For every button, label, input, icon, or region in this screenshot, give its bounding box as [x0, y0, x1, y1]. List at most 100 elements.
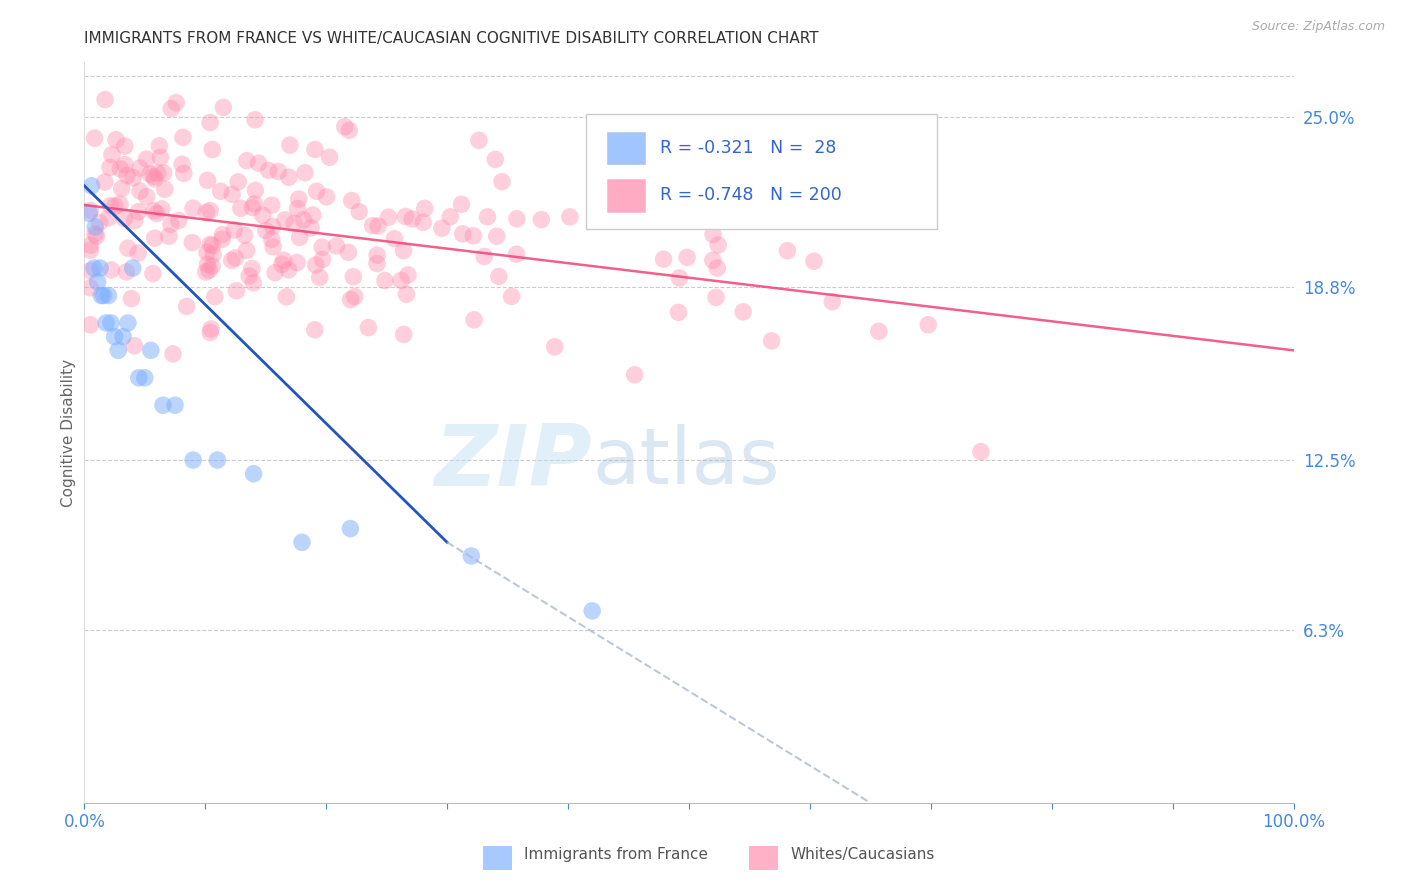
- Point: [181, 453, 204, 467]
- Point: [114, 158, 136, 172]
- Point: [488, 269, 510, 284]
- Point: [285, 255, 308, 269]
- Point: [86, 275, 108, 289]
- Point: [278, 138, 301, 153]
- Point: [108, 197, 131, 211]
- Point: [94, 175, 117, 189]
- Point: [198, 237, 221, 252]
- Point: [172, 130, 194, 145]
- Point: [157, 229, 180, 244]
- Point: [229, 202, 252, 216]
- Point: [209, 184, 232, 198]
- Point: [79, 238, 101, 252]
- Point: [176, 299, 198, 313]
- Point: [267, 164, 290, 178]
- Point: [200, 203, 222, 218]
- Point: [233, 228, 256, 243]
- Point: [367, 219, 389, 233]
- Point: [304, 323, 326, 337]
- Point: [120, 292, 142, 306]
- Bar: [607, 132, 645, 164]
- Text: R = -0.321   N =  28: R = -0.321 N = 28: [659, 139, 837, 157]
- Point: [97, 288, 120, 302]
- Point: [706, 261, 728, 276]
- Point: [165, 398, 187, 412]
- Point: [501, 289, 523, 303]
- Point: [111, 181, 134, 195]
- Point: [104, 199, 127, 213]
- Text: Whites/Caucasians: Whites/Caucasians: [790, 847, 935, 863]
- Point: [702, 253, 724, 268]
- Point: [122, 170, 145, 185]
- FancyBboxPatch shape: [586, 114, 936, 229]
- Point: [357, 320, 380, 334]
- Point: [668, 305, 690, 319]
- Point: [301, 208, 323, 222]
- Point: [211, 227, 233, 242]
- Point: [173, 166, 195, 180]
- Point: [226, 175, 249, 189]
- Text: ZIP: ZIP: [434, 421, 592, 504]
- Point: [451, 227, 474, 241]
- Point: [484, 153, 506, 167]
- Point: [115, 169, 138, 183]
- Point: [124, 339, 146, 353]
- Point: [277, 170, 299, 185]
- Point: [112, 211, 135, 226]
- Point: [139, 167, 162, 181]
- Point: [311, 240, 333, 254]
- Point: [704, 290, 727, 304]
- Point: [396, 268, 419, 282]
- Point: [430, 221, 453, 235]
- Point: [276, 290, 298, 304]
- Point: [167, 213, 190, 227]
- Point: [129, 184, 152, 198]
- Point: [79, 263, 101, 277]
- Point: [339, 522, 361, 536]
- Point: [243, 112, 266, 127]
- Point: [127, 246, 149, 260]
- Point: [200, 326, 222, 340]
- Point: [100, 316, 122, 330]
- Point: [84, 219, 107, 234]
- Point: [308, 270, 330, 285]
- Point: [260, 232, 283, 246]
- Point: [917, 318, 939, 332]
- Point: [117, 241, 139, 255]
- Point: [361, 219, 384, 233]
- Text: Source: ZipAtlas.com: Source: ZipAtlas.com: [1251, 20, 1385, 33]
- Point: [105, 133, 128, 147]
- Point: [366, 256, 388, 270]
- Point: [283, 216, 305, 230]
- Point: [304, 143, 326, 157]
- Point: [134, 371, 156, 385]
- Point: [377, 211, 399, 225]
- Point: [221, 253, 243, 268]
- Point: [135, 189, 157, 203]
- Point: [394, 210, 416, 224]
- Point: [79, 281, 101, 295]
- Point: [264, 266, 287, 280]
- Point: [242, 276, 264, 290]
- Point: [93, 288, 115, 302]
- Point: [439, 210, 461, 224]
- Point: [172, 157, 194, 171]
- Point: [201, 259, 224, 273]
- Point: [79, 244, 101, 258]
- Point: [340, 194, 363, 208]
- Point: [821, 294, 844, 309]
- Point: [288, 230, 311, 244]
- Point: [262, 219, 284, 234]
- Point: [211, 232, 233, 246]
- Point: [581, 604, 603, 618]
- Point: [198, 115, 221, 129]
- Point: [94, 93, 117, 107]
- Point: [460, 549, 482, 563]
- Point: [347, 204, 370, 219]
- Point: [311, 252, 333, 267]
- Point: [225, 284, 247, 298]
- Point: [366, 248, 388, 262]
- Point: [288, 192, 311, 206]
- Point: [240, 261, 263, 276]
- Point: [98, 161, 121, 175]
